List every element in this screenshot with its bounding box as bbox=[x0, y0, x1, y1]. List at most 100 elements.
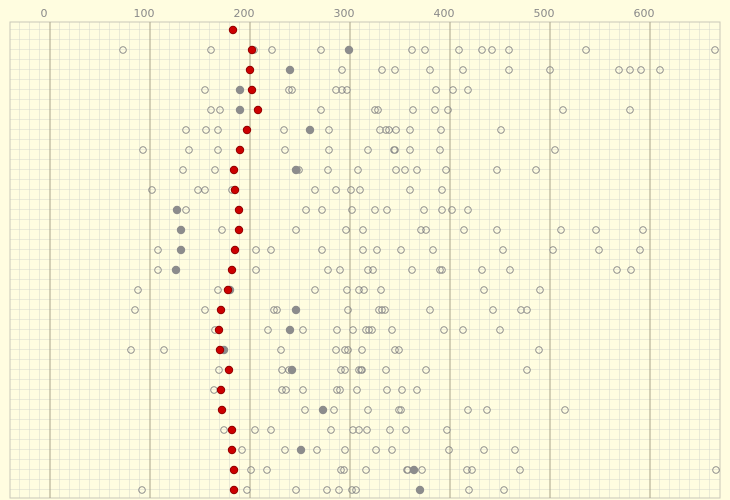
dot bbox=[229, 165, 239, 175]
dot bbox=[409, 465, 419, 475]
open-dot bbox=[325, 126, 333, 134]
open-dot bbox=[201, 86, 209, 94]
open-dot bbox=[364, 146, 372, 154]
open-dot bbox=[382, 126, 390, 134]
open-dot bbox=[438, 186, 446, 194]
open-dot bbox=[324, 166, 332, 174]
open-dot bbox=[489, 306, 497, 314]
dot bbox=[176, 225, 186, 235]
open-dot bbox=[323, 486, 331, 494]
open-dot bbox=[546, 66, 554, 74]
dot bbox=[242, 125, 252, 135]
open-dot bbox=[426, 66, 434, 74]
open-dot bbox=[216, 106, 224, 114]
dot bbox=[227, 445, 237, 455]
open-dot bbox=[436, 146, 444, 154]
open-dot bbox=[352, 486, 360, 494]
open-dot bbox=[182, 206, 190, 214]
open-dot bbox=[207, 46, 215, 54]
dot bbox=[285, 325, 295, 335]
open-dot bbox=[406, 186, 414, 194]
open-dot bbox=[281, 146, 289, 154]
dot bbox=[224, 365, 234, 375]
open-dot bbox=[401, 166, 409, 174]
open-dot bbox=[523, 306, 531, 314]
open-dot bbox=[497, 126, 505, 134]
open-dot bbox=[362, 326, 370, 334]
open-dot bbox=[383, 386, 391, 394]
open-dot bbox=[280, 126, 288, 134]
open-dot bbox=[443, 426, 451, 434]
open-dot bbox=[422, 226, 430, 234]
dot bbox=[214, 325, 224, 335]
open-dot bbox=[273, 306, 281, 314]
open-dot bbox=[252, 246, 260, 254]
open-dot bbox=[392, 166, 400, 174]
open-dot bbox=[459, 326, 467, 334]
open-dot bbox=[437, 126, 445, 134]
dot bbox=[247, 85, 257, 95]
open-dot bbox=[496, 326, 504, 334]
open-dot bbox=[324, 266, 332, 274]
open-dot bbox=[429, 246, 437, 254]
open-dot bbox=[409, 106, 417, 114]
open-dot bbox=[438, 266, 446, 274]
dot bbox=[235, 145, 245, 155]
open-dot bbox=[420, 206, 428, 214]
open-dot bbox=[421, 46, 429, 54]
dot bbox=[223, 285, 233, 295]
open-dot bbox=[426, 306, 434, 314]
open-dot bbox=[332, 186, 340, 194]
open-dot bbox=[369, 266, 377, 274]
open-dot bbox=[639, 226, 647, 234]
open-dot bbox=[395, 406, 403, 414]
x-tick-label: 500 bbox=[534, 7, 555, 20]
dot bbox=[172, 205, 182, 215]
dot bbox=[216, 385, 226, 395]
open-dot bbox=[378, 306, 386, 314]
open-dot bbox=[402, 426, 410, 434]
open-dot bbox=[372, 446, 380, 454]
open-dot bbox=[318, 206, 326, 214]
dot bbox=[296, 445, 306, 455]
open-dot bbox=[207, 106, 215, 114]
open-dot bbox=[535, 346, 543, 354]
open-dot bbox=[336, 386, 344, 394]
open-dot bbox=[201, 306, 209, 314]
open-dot bbox=[406, 146, 414, 154]
open-dot bbox=[656, 66, 664, 74]
open-dot bbox=[371, 106, 379, 114]
open-dot bbox=[382, 366, 390, 374]
open-dot bbox=[201, 186, 209, 194]
open-dot bbox=[148, 186, 156, 194]
open-dot bbox=[292, 486, 300, 494]
open-dot bbox=[418, 466, 426, 474]
open-dot bbox=[349, 426, 357, 434]
dot bbox=[227, 425, 237, 435]
open-dot bbox=[378, 66, 386, 74]
open-dot bbox=[360, 286, 368, 294]
dot bbox=[230, 185, 240, 195]
open-dot bbox=[364, 266, 372, 274]
open-dot bbox=[506, 266, 514, 274]
open-dot bbox=[444, 106, 452, 114]
dot bbox=[217, 405, 227, 415]
open-dot bbox=[460, 226, 468, 234]
open-dot bbox=[365, 326, 373, 334]
open-dot bbox=[636, 246, 644, 254]
open-dot bbox=[338, 66, 346, 74]
open-dot bbox=[499, 246, 507, 254]
open-dot bbox=[478, 266, 486, 274]
open-dot bbox=[377, 286, 385, 294]
open-dot bbox=[362, 466, 370, 474]
open-dot bbox=[343, 86, 351, 94]
open-dot bbox=[395, 346, 403, 354]
dot bbox=[230, 245, 240, 255]
dot bbox=[305, 125, 315, 135]
open-dot bbox=[179, 166, 187, 174]
dot bbox=[171, 265, 181, 275]
open-dot bbox=[626, 66, 634, 74]
open-dot bbox=[459, 66, 467, 74]
open-dot bbox=[332, 346, 340, 354]
dot bbox=[227, 265, 237, 275]
